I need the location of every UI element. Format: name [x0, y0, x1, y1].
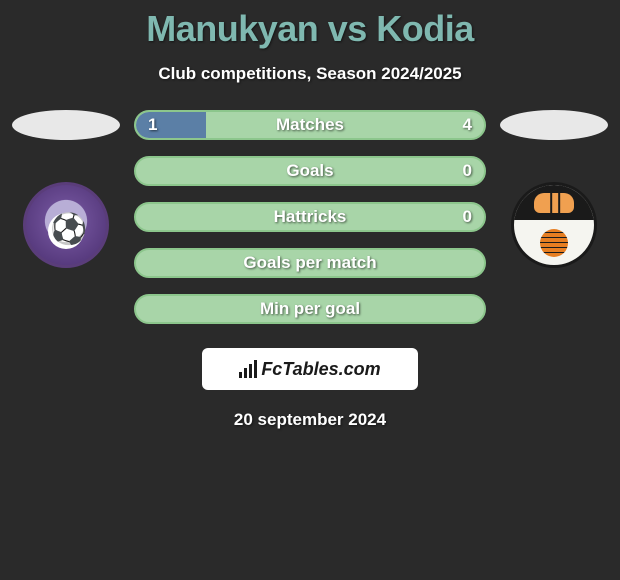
stat-bar: Min per goal [134, 294, 486, 324]
left-player-column [6, 110, 126, 268]
page-title: Manukyan vs Kodia [0, 8, 620, 50]
stat-value-right: 0 [463, 207, 472, 227]
chart-icon [239, 360, 257, 378]
stat-label: Hattricks [136, 207, 484, 227]
page-subtitle: Club competitions, Season 2024/2025 [0, 64, 620, 84]
main-row: Matches14Goals0Hattricks0Goals per match… [0, 110, 620, 340]
stat-bar: Goals0 [134, 156, 486, 186]
stat-bar: Hattricks0 [134, 202, 486, 232]
right-player-column [494, 110, 614, 268]
player-photo-placeholder-left [12, 110, 120, 140]
stat-label: Goals [136, 161, 484, 181]
ball-icon [540, 229, 568, 257]
stat-bar: Matches1 4 [134, 110, 486, 140]
footer-date: 20 september 2024 [0, 410, 620, 430]
club-logo-right[interactable] [511, 182, 597, 268]
stat-label: Min per goal [136, 299, 484, 319]
club-logo-left[interactable] [23, 182, 109, 268]
stat-value-left: 1 [148, 115, 157, 135]
brand-badge[interactable]: FcTables.com [202, 348, 418, 390]
stat-label: Matches [136, 115, 484, 135]
stat-label: Goals per match [136, 253, 484, 273]
stats-column: Matches14Goals0Hattricks0Goals per match… [126, 110, 494, 340]
tiger-icon [534, 193, 574, 213]
player-photo-placeholder-right [500, 110, 608, 140]
stat-bar: Goals per match [134, 248, 486, 278]
comparison-widget: Manukyan vs Kodia Club competitions, Sea… [0, 0, 620, 430]
stat-value-right: 4 [463, 115, 472, 135]
brand-text: FcTables.com [261, 359, 380, 380]
stat-value-right: 0 [463, 161, 472, 181]
